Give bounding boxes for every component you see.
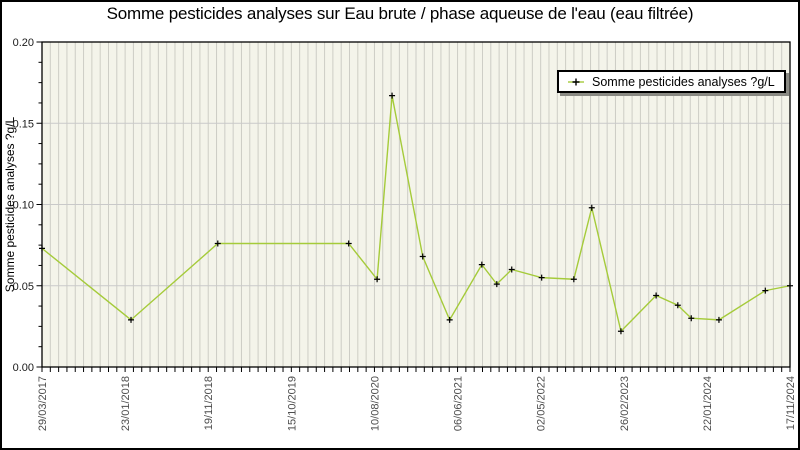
data-point-marker: [419, 253, 426, 260]
data-point-marker: [478, 261, 485, 268]
data-point-marker: [674, 302, 681, 309]
data-point-marker: [588, 204, 595, 211]
chart-title: Somme pesticides analyses sur Eau brute …: [106, 4, 694, 23]
data-point-marker: [538, 274, 545, 281]
x-tick-label: 23/01/2018: [120, 376, 132, 431]
y-axis-labels: 0.00 0.05 0.10 0.15 0.20: [13, 37, 34, 374]
data-point-marker: [446, 316, 453, 323]
x-tick-label: 26/02/2023: [619, 376, 631, 431]
x-tick-label: 22/01/2024: [702, 376, 714, 431]
data-point-marker: [39, 245, 45, 252]
data-point-marker: [493, 281, 500, 288]
y-tick-label: 0.10: [13, 200, 34, 212]
y-axis-title: Somme pesticides analyses ?g/L: [3, 116, 17, 292]
y-tick-label: 0.05: [13, 281, 34, 293]
data-point-marker: [653, 292, 660, 299]
y-tick-label: 0.15: [13, 118, 34, 130]
y-tick-label: 0.00: [13, 362, 34, 374]
x-tick-label: 29/03/2017: [37, 376, 49, 431]
data-point-marker: [214, 240, 221, 247]
data-point-marker: [389, 92, 396, 99]
data-point-marker: [787, 282, 793, 289]
data-point-marker: [570, 276, 577, 283]
x-tick-label: 15/10/2019: [286, 376, 298, 431]
legend: Somme pesticides analyses ?g/L: [557, 70, 786, 93]
y-axis-ticks: [36, 41, 42, 368]
x-tick-label: 10/08/2020: [369, 376, 381, 431]
data-point-marker: [508, 266, 515, 273]
x-tick-label: 06/06/2021: [453, 376, 465, 431]
data-point-marker: [128, 316, 135, 323]
grid-horizontal: [42, 122, 790, 287]
data-point-marker: [617, 328, 624, 335]
data-point-marker: [762, 287, 769, 294]
y-tick-label: 0.20: [13, 37, 34, 49]
data-point-marker: [715, 316, 722, 323]
x-tick-label: 19/11/2018: [203, 376, 215, 430]
series-markers: [39, 92, 793, 335]
x-axis-ticks: [41, 367, 791, 372]
legend-label: Somme pesticides analyses ?g/L: [592, 74, 775, 89]
x-tick-label: 17/11/2024: [785, 376, 797, 430]
data-point-marker: [688, 315, 695, 322]
plot-frame: [41, 41, 791, 368]
line-with-plus-icon: [568, 78, 584, 85]
x-axis-labels: 29/03/2017 23/01/2018 19/11/2018 15/10/2019…: [37, 376, 797, 431]
data-point-marker: [374, 276, 381, 283]
data-point-marker: [345, 240, 352, 247]
x-tick-label: 02/05/2022: [536, 376, 548, 431]
